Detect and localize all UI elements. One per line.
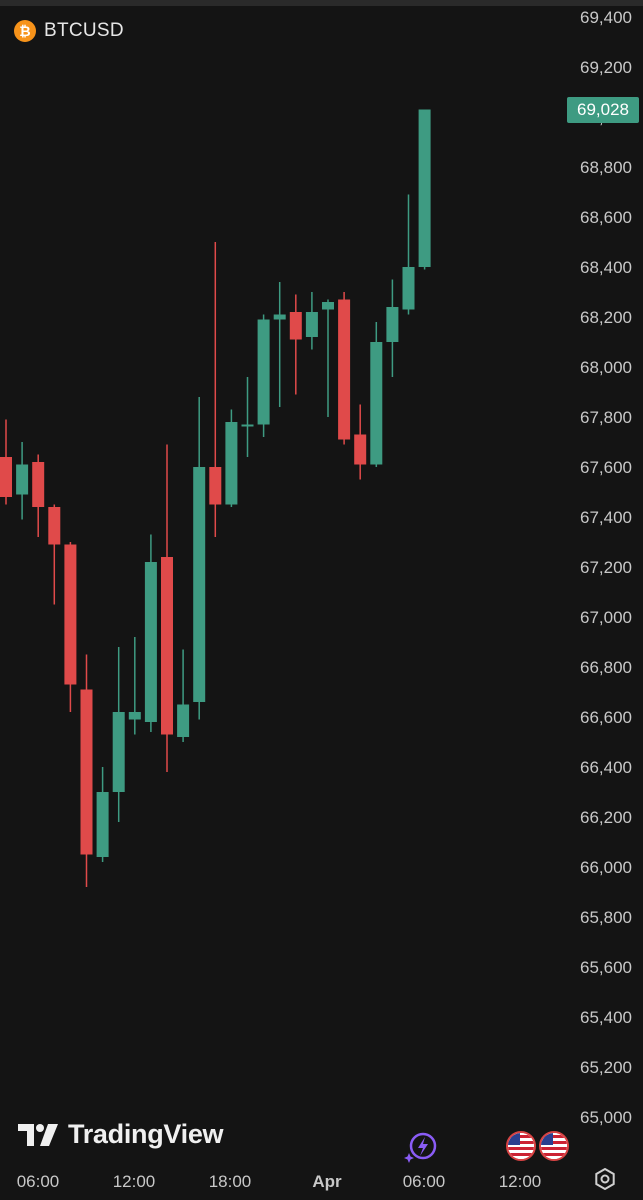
us-flag-icon[interactable]	[539, 1131, 569, 1161]
y-tick-label: 65,000	[580, 1108, 632, 1127]
candles-group	[0, 109, 431, 887]
us-flag-icon[interactable]	[506, 1131, 536, 1161]
price-axis[interactable]: 69,40069,20069,00068,80068,60068,40068,2…	[580, 8, 632, 1127]
y-tick-label: 67,400	[580, 508, 632, 527]
y-tick-label: 65,400	[580, 1008, 632, 1027]
candle-body[interactable]	[32, 462, 45, 507]
tradingview-logo[interactable]: TradingView	[18, 1119, 224, 1150]
candle-body[interactable]	[209, 467, 222, 505]
tradingview-logo-text: TradingView	[68, 1119, 224, 1149]
y-tick-label: 66,600	[580, 708, 632, 727]
y-tick-label: 65,600	[580, 958, 632, 977]
candle-body[interactable]	[241, 424, 254, 427]
candle-body[interactable]	[193, 467, 206, 702]
candle-body[interactable]	[338, 299, 351, 440]
y-tick-label: 69,400	[580, 8, 632, 27]
candle-body[interactable]	[225, 422, 238, 505]
candle-body[interactable]	[64, 544, 77, 685]
y-tick-label: 66,200	[580, 808, 632, 827]
candle-body[interactable]	[80, 689, 93, 855]
x-tick-label: 12:00	[113, 1172, 156, 1191]
candle-body[interactable]	[402, 267, 415, 310]
y-tick-label: 67,800	[580, 408, 632, 427]
y-tick-label: 68,600	[580, 208, 632, 227]
candle-body[interactable]	[177, 704, 190, 738]
y-tick-label: 69,200	[580, 58, 632, 77]
candle-body[interactable]	[161, 557, 173, 735]
candle-body[interactable]	[0, 457, 12, 497]
candle-body[interactable]	[354, 434, 367, 465]
candle-body[interactable]	[144, 562, 157, 722]
y-tick-label: 66,800	[580, 658, 632, 677]
time-axis[interactable]: 06:00 12:00 18:00 Apr 06:00 12:00	[17, 1172, 542, 1191]
candle-body[interactable]	[48, 507, 61, 545]
last-price-badge: 69,028	[567, 97, 639, 123]
y-tick-label: 65,800	[580, 908, 632, 927]
y-tick-label: 65,200	[580, 1058, 632, 1077]
x-tick-label: Apr	[312, 1172, 342, 1191]
candle-body[interactable]	[112, 712, 125, 792]
x-tick-label: 18:00	[209, 1172, 252, 1191]
top-border	[0, 0, 643, 6]
candle-body[interactable]	[370, 342, 383, 465]
y-tick-label: 68,000	[580, 358, 632, 377]
x-tick-label: 06:00	[17, 1172, 60, 1191]
candle-body[interactable]	[418, 109, 431, 268]
lightning-icon[interactable]	[403, 1129, 439, 1165]
candle-body[interactable]	[273, 314, 286, 320]
candle-body[interactable]	[305, 312, 318, 337]
symbol-header[interactable]: ₿ BTCUSD	[14, 20, 124, 42]
candle-body[interactable]	[16, 464, 29, 495]
bitcoin-icon: ₿	[14, 20, 36, 42]
y-tick-label: 66,000	[580, 858, 632, 877]
y-tick-label: 67,000	[580, 608, 632, 627]
candle-body[interactable]	[257, 319, 270, 425]
candle-body[interactable]	[322, 302, 334, 310]
candle-body[interactable]	[386, 307, 399, 342]
y-tick-label: 66,400	[580, 758, 632, 777]
symbol-name: BTCUSD	[44, 20, 124, 41]
candle-body[interactable]	[96, 792, 109, 857]
candle-body[interactable]	[289, 312, 302, 340]
tradingview-logo-icon	[18, 1123, 58, 1146]
y-tick-label: 68,200	[580, 308, 632, 327]
y-tick-label: 68,800	[580, 158, 632, 177]
candle-body[interactable]	[128, 712, 141, 720]
x-tick-label: 12:00	[499, 1172, 542, 1191]
x-tick-label: 06:00	[403, 1172, 446, 1191]
y-tick-label: 67,600	[580, 458, 632, 477]
y-tick-label: 67,200	[580, 558, 632, 577]
y-tick-label: 68,400	[580, 258, 632, 277]
settings-icon[interactable]	[594, 1168, 616, 1190]
